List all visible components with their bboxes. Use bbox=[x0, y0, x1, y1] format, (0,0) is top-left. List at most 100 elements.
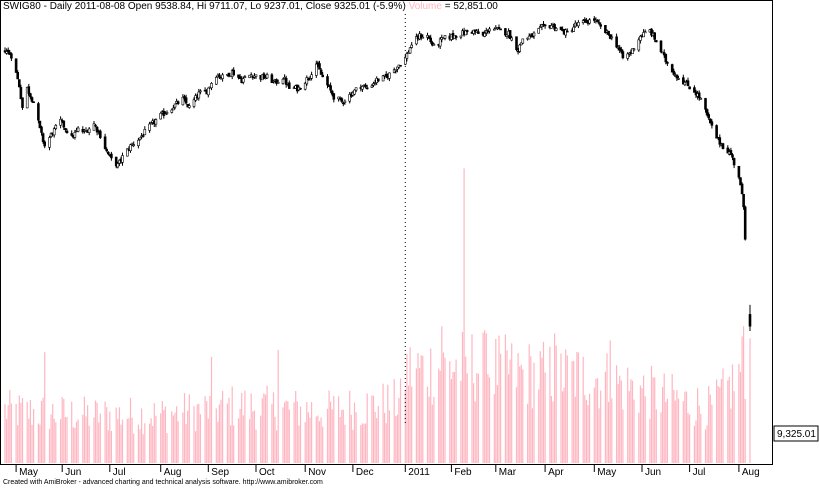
candle bbox=[262, 72, 266, 80]
candle bbox=[405, 51, 409, 62]
candle bbox=[95, 126, 99, 136]
open-label: Open bbox=[127, 1, 153, 12]
volume-bar bbox=[50, 414, 52, 463]
volume-bar bbox=[182, 412, 184, 463]
candle bbox=[704, 97, 707, 113]
volume-bar bbox=[131, 417, 133, 463]
volume-bar bbox=[352, 429, 354, 463]
volume-bar bbox=[722, 368, 724, 463]
candle bbox=[364, 83, 367, 89]
last-price-tag: 9,325.01 bbox=[773, 425, 819, 442]
candle bbox=[737, 165, 741, 180]
volume-bar bbox=[172, 415, 174, 463]
x-axis: May Jun Jul Aug Sep Oct Nov Dec 2011 Feb Mar Apr May… bbox=[15, 464, 760, 478]
volume-bar bbox=[739, 372, 742, 463]
volume-bar bbox=[88, 425, 90, 463]
candle bbox=[421, 34, 425, 39]
candle bbox=[604, 24, 607, 34]
volume-bar bbox=[587, 405, 589, 463]
volume-bar bbox=[40, 400, 43, 463]
candle bbox=[129, 143, 132, 153]
volume-bar bbox=[82, 414, 84, 463]
candle bbox=[515, 36, 518, 52]
volume-bar bbox=[220, 399, 222, 463]
volume-bar bbox=[528, 344, 530, 463]
volume-bar bbox=[33, 409, 35, 463]
candle bbox=[403, 55, 407, 66]
candle bbox=[330, 89, 334, 97]
candle bbox=[6, 47, 10, 55]
volume-bar bbox=[666, 398, 668, 463]
volume-bar bbox=[55, 422, 57, 463]
volume-bar bbox=[255, 429, 257, 463]
candle bbox=[149, 121, 153, 125]
candle bbox=[265, 72, 269, 79]
volume-bar bbox=[407, 385, 410, 463]
candle bbox=[221, 72, 224, 82]
candle bbox=[110, 151, 113, 161]
volume-bar bbox=[638, 412, 640, 463]
volume-bar bbox=[495, 339, 497, 463]
volume-bar bbox=[684, 391, 686, 463]
candle bbox=[527, 33, 531, 40]
candle bbox=[5, 48, 8, 55]
candle bbox=[599, 22, 603, 29]
volume-bar bbox=[700, 413, 702, 463]
volume-bar bbox=[616, 365, 618, 463]
volume-bar bbox=[318, 421, 321, 463]
volume-bar bbox=[717, 386, 719, 463]
volume-bar bbox=[315, 416, 317, 463]
volume-bar bbox=[52, 404, 54, 463]
candle bbox=[59, 116, 62, 129]
volume-bar bbox=[743, 326, 745, 463]
volume-bar bbox=[466, 373, 468, 463]
candle bbox=[384, 71, 388, 78]
volume-bar bbox=[384, 412, 386, 463]
volume-bar bbox=[461, 331, 464, 463]
volume-bar bbox=[110, 430, 112, 463]
candle bbox=[329, 82, 332, 93]
volume-bar bbox=[622, 409, 624, 463]
candle bbox=[707, 112, 711, 121]
volume-bar bbox=[215, 408, 217, 463]
volume-bar bbox=[363, 423, 365, 463]
volume-bar bbox=[619, 375, 621, 463]
volume-bar bbox=[541, 357, 543, 463]
quote-date: 2011-08-08 bbox=[74, 1, 126, 12]
candle bbox=[114, 156, 118, 169]
candle bbox=[572, 23, 576, 32]
volume-bar bbox=[595, 378, 597, 463]
volume-bar bbox=[60, 419, 62, 463]
volume-bar bbox=[377, 406, 379, 463]
candle bbox=[40, 125, 43, 136]
volume-bar bbox=[511, 343, 513, 463]
candle bbox=[148, 121, 151, 133]
candle bbox=[376, 78, 380, 83]
candle bbox=[486, 29, 490, 35]
low-label: Lo bbox=[250, 1, 262, 12]
candle bbox=[81, 126, 85, 134]
candle bbox=[715, 124, 718, 139]
x-tick-label: Apr bbox=[548, 467, 564, 478]
candle bbox=[218, 73, 221, 79]
candle bbox=[459, 35, 463, 40]
volume-bar bbox=[17, 425, 19, 463]
candle bbox=[199, 89, 202, 95]
volume-bar bbox=[260, 415, 262, 463]
volume-bar bbox=[574, 396, 576, 463]
candle bbox=[353, 89, 356, 96]
candle bbox=[141, 133, 145, 138]
volume-bar bbox=[508, 374, 510, 463]
volume-bar bbox=[560, 353, 562, 463]
volume-bar bbox=[398, 398, 400, 463]
candle bbox=[581, 19, 585, 25]
candle bbox=[319, 68, 323, 75]
volume-bar bbox=[282, 407, 284, 463]
volume-bar bbox=[18, 395, 20, 463]
volume-bar bbox=[85, 416, 87, 463]
volume-bar bbox=[117, 418, 119, 463]
volume-bar bbox=[399, 378, 402, 463]
volume-bar bbox=[185, 424, 187, 463]
volume-bar bbox=[539, 351, 541, 463]
